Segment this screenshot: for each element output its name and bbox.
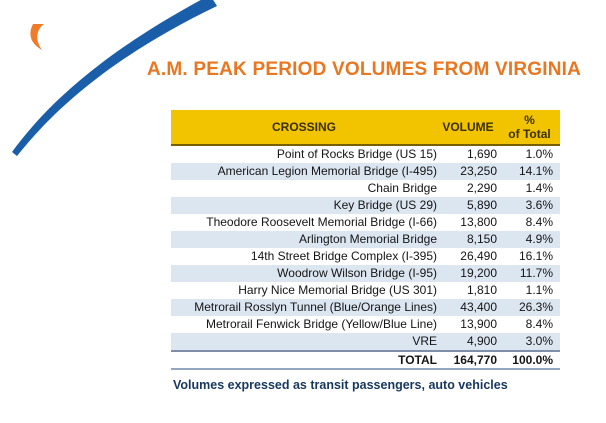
cell-pct: 1.4% (525, 181, 553, 195)
cell-crossing: Woodrow Wilson Bridge (I-95) (277, 266, 437, 280)
header-pct-line1: % (524, 113, 535, 127)
table-total-row: TOTAL 164,770 100.0% (171, 350, 560, 370)
table-body: Point of Rocks Bridge (US 15) 1,690 1.0%… (171, 146, 560, 350)
table-row: VRE 4,900 3.0% (171, 333, 560, 350)
table-row: Woodrow Wilson Bridge (I-95) 19,200 11.7… (171, 265, 560, 282)
table-row: Chain Bridge 2,290 1.4% (171, 180, 560, 197)
cell-pct: 26.3% (518, 300, 553, 314)
cell-volume: 13,800 (460, 215, 497, 229)
page-title: A.M. PEAK PERIOD VOLUMES FROM VIRGINIA (147, 59, 582, 80)
table-row: Harry Nice Memorial Bridge (US 301) 1,81… (171, 282, 560, 299)
cell-crossing: Metrorail Fenwick Bridge (Yellow/Blue Li… (206, 317, 437, 331)
cell-volume: 1,690 (466, 147, 497, 161)
cell-crossing: Chain Bridge (367, 181, 437, 195)
table-row: Point of Rocks Bridge (US 15) 1,690 1.0% (171, 146, 560, 163)
cell-volume: 8,150 (466, 232, 497, 246)
cell-pct: 11.7% (519, 266, 553, 280)
cell-crossing: VRE (412, 334, 437, 348)
volumes-table: CROSSING VOLUME % of Total Point of Rock… (171, 110, 560, 370)
cell-crossing: 14th Street Bridge Complex (I-395) (250, 249, 437, 263)
vdot-logo-orange-mark (30, 24, 44, 50)
cell-pct: 8.4% (525, 317, 553, 331)
cell-volume: 4,900 (466, 334, 497, 348)
table-row: Arlington Memorial Bridge 8,150 4.9% (171, 231, 560, 248)
table-row: Key Bridge (US 29) 5,890 3.6% (171, 197, 560, 214)
cell-crossing: American Legion Memorial Bridge (I-495) (217, 164, 437, 178)
total-label: TOTAL (398, 353, 437, 367)
cell-pct: 1.1% (525, 283, 553, 297)
cell-crossing: Metrorail Rosslyn Tunnel (Blue/Orange Li… (194, 300, 437, 314)
cell-pct: 3.6% (525, 198, 553, 212)
cell-volume: 43,400 (460, 300, 497, 314)
table-row: American Legion Memorial Bridge (I-495) … (171, 163, 560, 180)
cell-volume: 23,250 (460, 164, 497, 178)
cell-volume: 13,900 (460, 317, 497, 331)
total-volume: 164,770 (453, 353, 497, 367)
cell-crossing: Theodore Roosevelt Memorial Bridge (I-66… (206, 215, 437, 229)
cell-volume: 5,890 (466, 198, 497, 212)
cell-pct: 1.0% (525, 147, 553, 161)
table-header-row: CROSSING VOLUME % of Total (171, 110, 560, 146)
header-crossing: CROSSING (271, 120, 336, 134)
cell-crossing: Arlington Memorial Bridge (298, 232, 437, 246)
cell-pct: 3.0% (525, 334, 553, 348)
cell-crossing: Harry Nice Memorial Bridge (US 301) (238, 283, 437, 297)
total-pct: 100.0% (512, 353, 553, 367)
cell-crossing: Point of Rocks Bridge (US 15) (276, 147, 437, 161)
cell-volume: 26,490 (460, 249, 497, 263)
cell-volume: 1,810 (466, 283, 497, 297)
cell-pct: 4.9% (525, 232, 553, 246)
header-pct-of-total: % of Total (499, 110, 560, 144)
vdot-logo (30, 24, 44, 50)
table-row: Metrorail Fenwick Bridge (Yellow/Blue Li… (171, 316, 560, 333)
cell-crossing: Key Bridge (US 29) (333, 198, 437, 212)
cell-volume: 2,290 (466, 181, 497, 195)
header-pct-line2: of Total (508, 127, 551, 141)
footnote: Volumes expressed as transit passengers,… (173, 378, 508, 392)
header-volume: VOLUME (442, 120, 494, 134)
cell-pct: 8.4% (525, 215, 553, 229)
cell-volume: 19,200 (460, 266, 497, 280)
table-row: Metrorail Rosslyn Tunnel (Blue/Orange Li… (171, 299, 560, 316)
table-row: 14th Street Bridge Complex (I-395) 26,49… (171, 248, 560, 265)
cell-pct: 14.1% (518, 164, 553, 178)
cell-pct: 16.1% (518, 249, 553, 263)
table-row: Theodore Roosevelt Memorial Bridge (I-66… (171, 214, 560, 231)
